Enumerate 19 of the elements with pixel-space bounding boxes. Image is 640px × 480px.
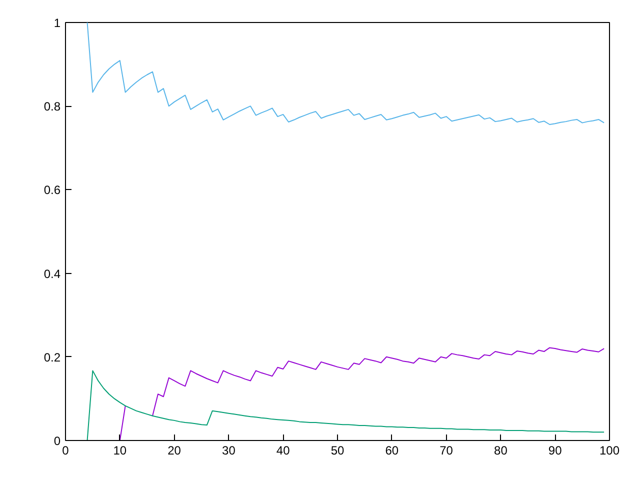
y-tick-label: 0.2 bbox=[44, 350, 61, 364]
x-tick-label: 80 bbox=[494, 444, 508, 458]
x-tick-label: 70 bbox=[440, 444, 454, 458]
x-tick-label: 10 bbox=[113, 444, 127, 458]
y-tick-label: 0 bbox=[54, 434, 61, 448]
x-tick-label: 30 bbox=[222, 444, 236, 458]
y-tick-label: 0.6 bbox=[44, 183, 61, 198]
line-series bbox=[86, 370, 605, 440]
x-tick-label: 90 bbox=[548, 444, 562, 458]
x-tick-label: 40 bbox=[276, 444, 290, 458]
x-tick-label: 100 bbox=[599, 444, 620, 458]
line-series bbox=[86, 22, 605, 125]
y-tick-label: 0.4 bbox=[44, 266, 61, 281]
y-tick-label: 1 bbox=[54, 16, 61, 30]
x-tick-label: 60 bbox=[385, 444, 399, 458]
x-tick-label: 50 bbox=[330, 444, 344, 458]
x-tick-label: 0 bbox=[62, 444, 70, 458]
y-tick-label: 0.8 bbox=[44, 100, 61, 114]
x-tick-label: 20 bbox=[168, 444, 182, 458]
